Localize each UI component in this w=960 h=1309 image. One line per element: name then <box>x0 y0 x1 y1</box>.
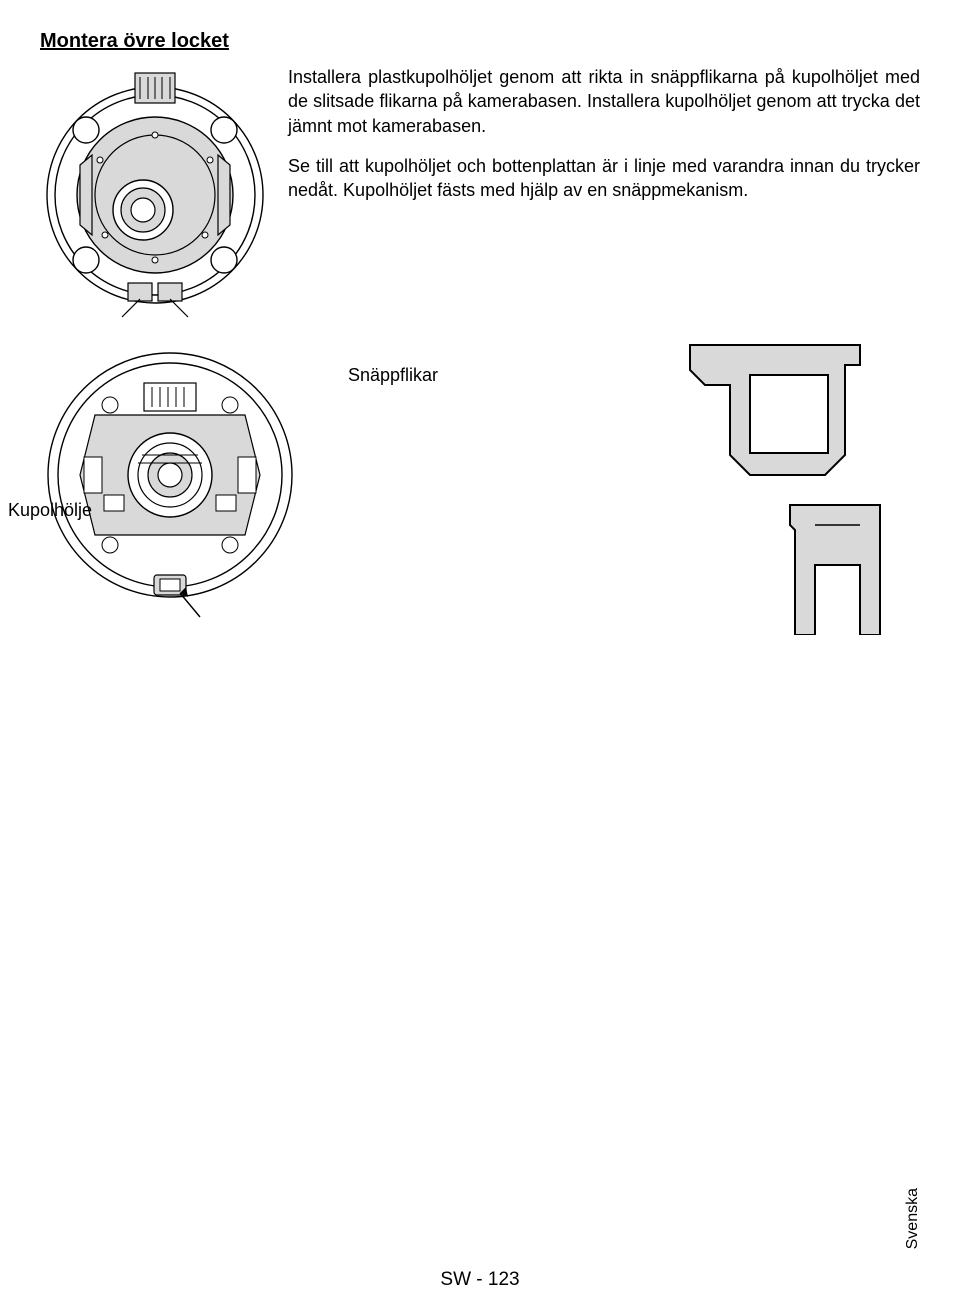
label-kupolholje: Kupolhölje <box>8 500 92 521</box>
paragraph-1: Installera plastkupolhöljet genom att ri… <box>288 65 920 138</box>
page-heading: Montera övre locket <box>40 30 920 53</box>
bracket-svg <box>610 335 890 635</box>
camera-top-svg <box>40 65 270 325</box>
top-row: Installera plastkupolhöljet genom att ri… <box>40 65 920 325</box>
snappflikar-label-wrap: Snäppflikar <box>318 335 438 386</box>
bracket-diagram-area <box>456 335 920 635</box>
page-number: SW - 123 <box>440 1269 519 1291</box>
bottom-camera-diagram <box>40 335 300 625</box>
paragraph-2: Se till att kupolhöljet och bottenplatta… <box>288 154 920 203</box>
camera-base-svg <box>40 335 300 625</box>
side-language-label: Svenska <box>904 1188 922 1249</box>
label-snappflikar: Snäppflikar <box>348 365 438 386</box>
top-camera-diagram <box>40 65 270 325</box>
mid-row: Snäppflikar <box>40 335 920 635</box>
body-text: Installera plastkupolhöljet genom att ri… <box>288 65 920 218</box>
